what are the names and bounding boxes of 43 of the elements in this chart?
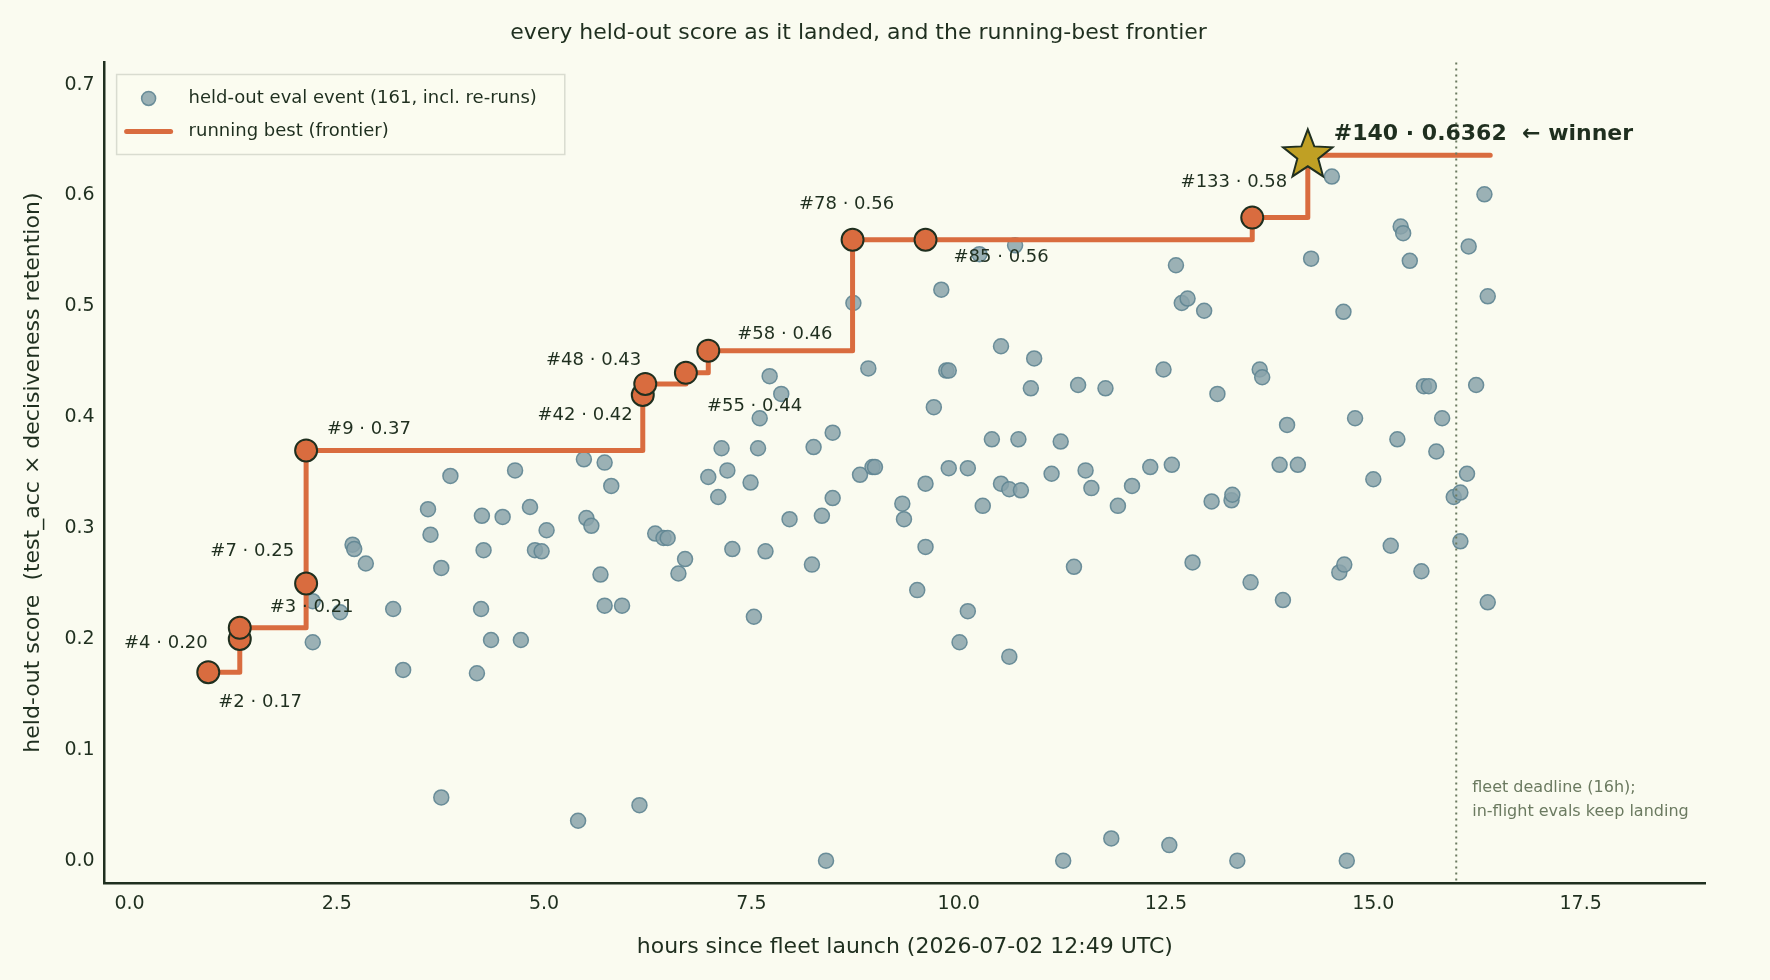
- annotation: #140 · 0.6362 ← winner: [1333, 120, 1634, 146]
- chart-title: every held-out score as it landed, and the running-best frontier: [510, 18, 1208, 44]
- y-tick-label: 0.4: [64, 404, 95, 427]
- x-axis-title: hours since fleet launch (2026-07-02 12:49 UTC): [636, 932, 1173, 958]
- x-tick-label: 2.5: [321, 891, 352, 914]
- y-axis-title: held-out score (test_acc × decisiveness retention): [18, 192, 45, 753]
- annotation: #9 · 0.37: [327, 417, 411, 439]
- point: [913, 227, 938, 252]
- ref-line-label: fleet deadline (16h); in-flight evals keep landing: [1472, 776, 1689, 820]
- point: [294, 438, 319, 463]
- x-tick-label: 15.0: [1352, 891, 1395, 914]
- y-tick-label: 0.5: [64, 293, 95, 316]
- annotation: #2 · 0.17: [218, 689, 303, 711]
- point: [227, 615, 252, 640]
- x-tick-label: 17.5: [1559, 891, 1602, 914]
- y-tick-label: 0.7: [64, 71, 95, 94]
- y-tick-label: 0.3: [64, 514, 95, 537]
- y-tick-label: 0.6: [64, 182, 95, 205]
- point: [840, 227, 865, 252]
- x-tick-label: 7.5: [736, 891, 767, 914]
- y-tick-label: 0.1: [64, 736, 95, 759]
- point: [294, 571, 319, 596]
- annotation: #48 · 0.43: [546, 347, 642, 369]
- x-tick-label: 10.0: [937, 891, 980, 914]
- annotation: #7 · 0.25: [210, 539, 295, 561]
- point: [1240, 205, 1265, 230]
- point: [673, 360, 698, 385]
- point: [633, 371, 658, 396]
- legend-label: held-out eval event (161, incl. re-runs): [188, 86, 537, 108]
- x-tick-label: 5.0: [528, 891, 560, 914]
- x-tick-label: 0.0: [114, 891, 145, 914]
- point: [196, 660, 221, 685]
- legend-label: running best (frontier): [188, 119, 389, 141]
- annotation: #4 · 0.20: [124, 630, 208, 652]
- annotation: #55 · 0.44: [706, 394, 803, 416]
- annotation: #133 · 0.58: [1180, 170, 1288, 192]
- y-tick-label: 0.0: [64, 847, 95, 870]
- annotation: #58 · 0.46: [737, 322, 833, 344]
- point: [696, 338, 721, 363]
- annotation: #42 · 0.42: [537, 402, 633, 424]
- y-tick-label: 0.2: [64, 625, 95, 648]
- annotation: #78 · 0.56: [798, 192, 895, 214]
- x-tick-label: 12.5: [1144, 891, 1188, 914]
